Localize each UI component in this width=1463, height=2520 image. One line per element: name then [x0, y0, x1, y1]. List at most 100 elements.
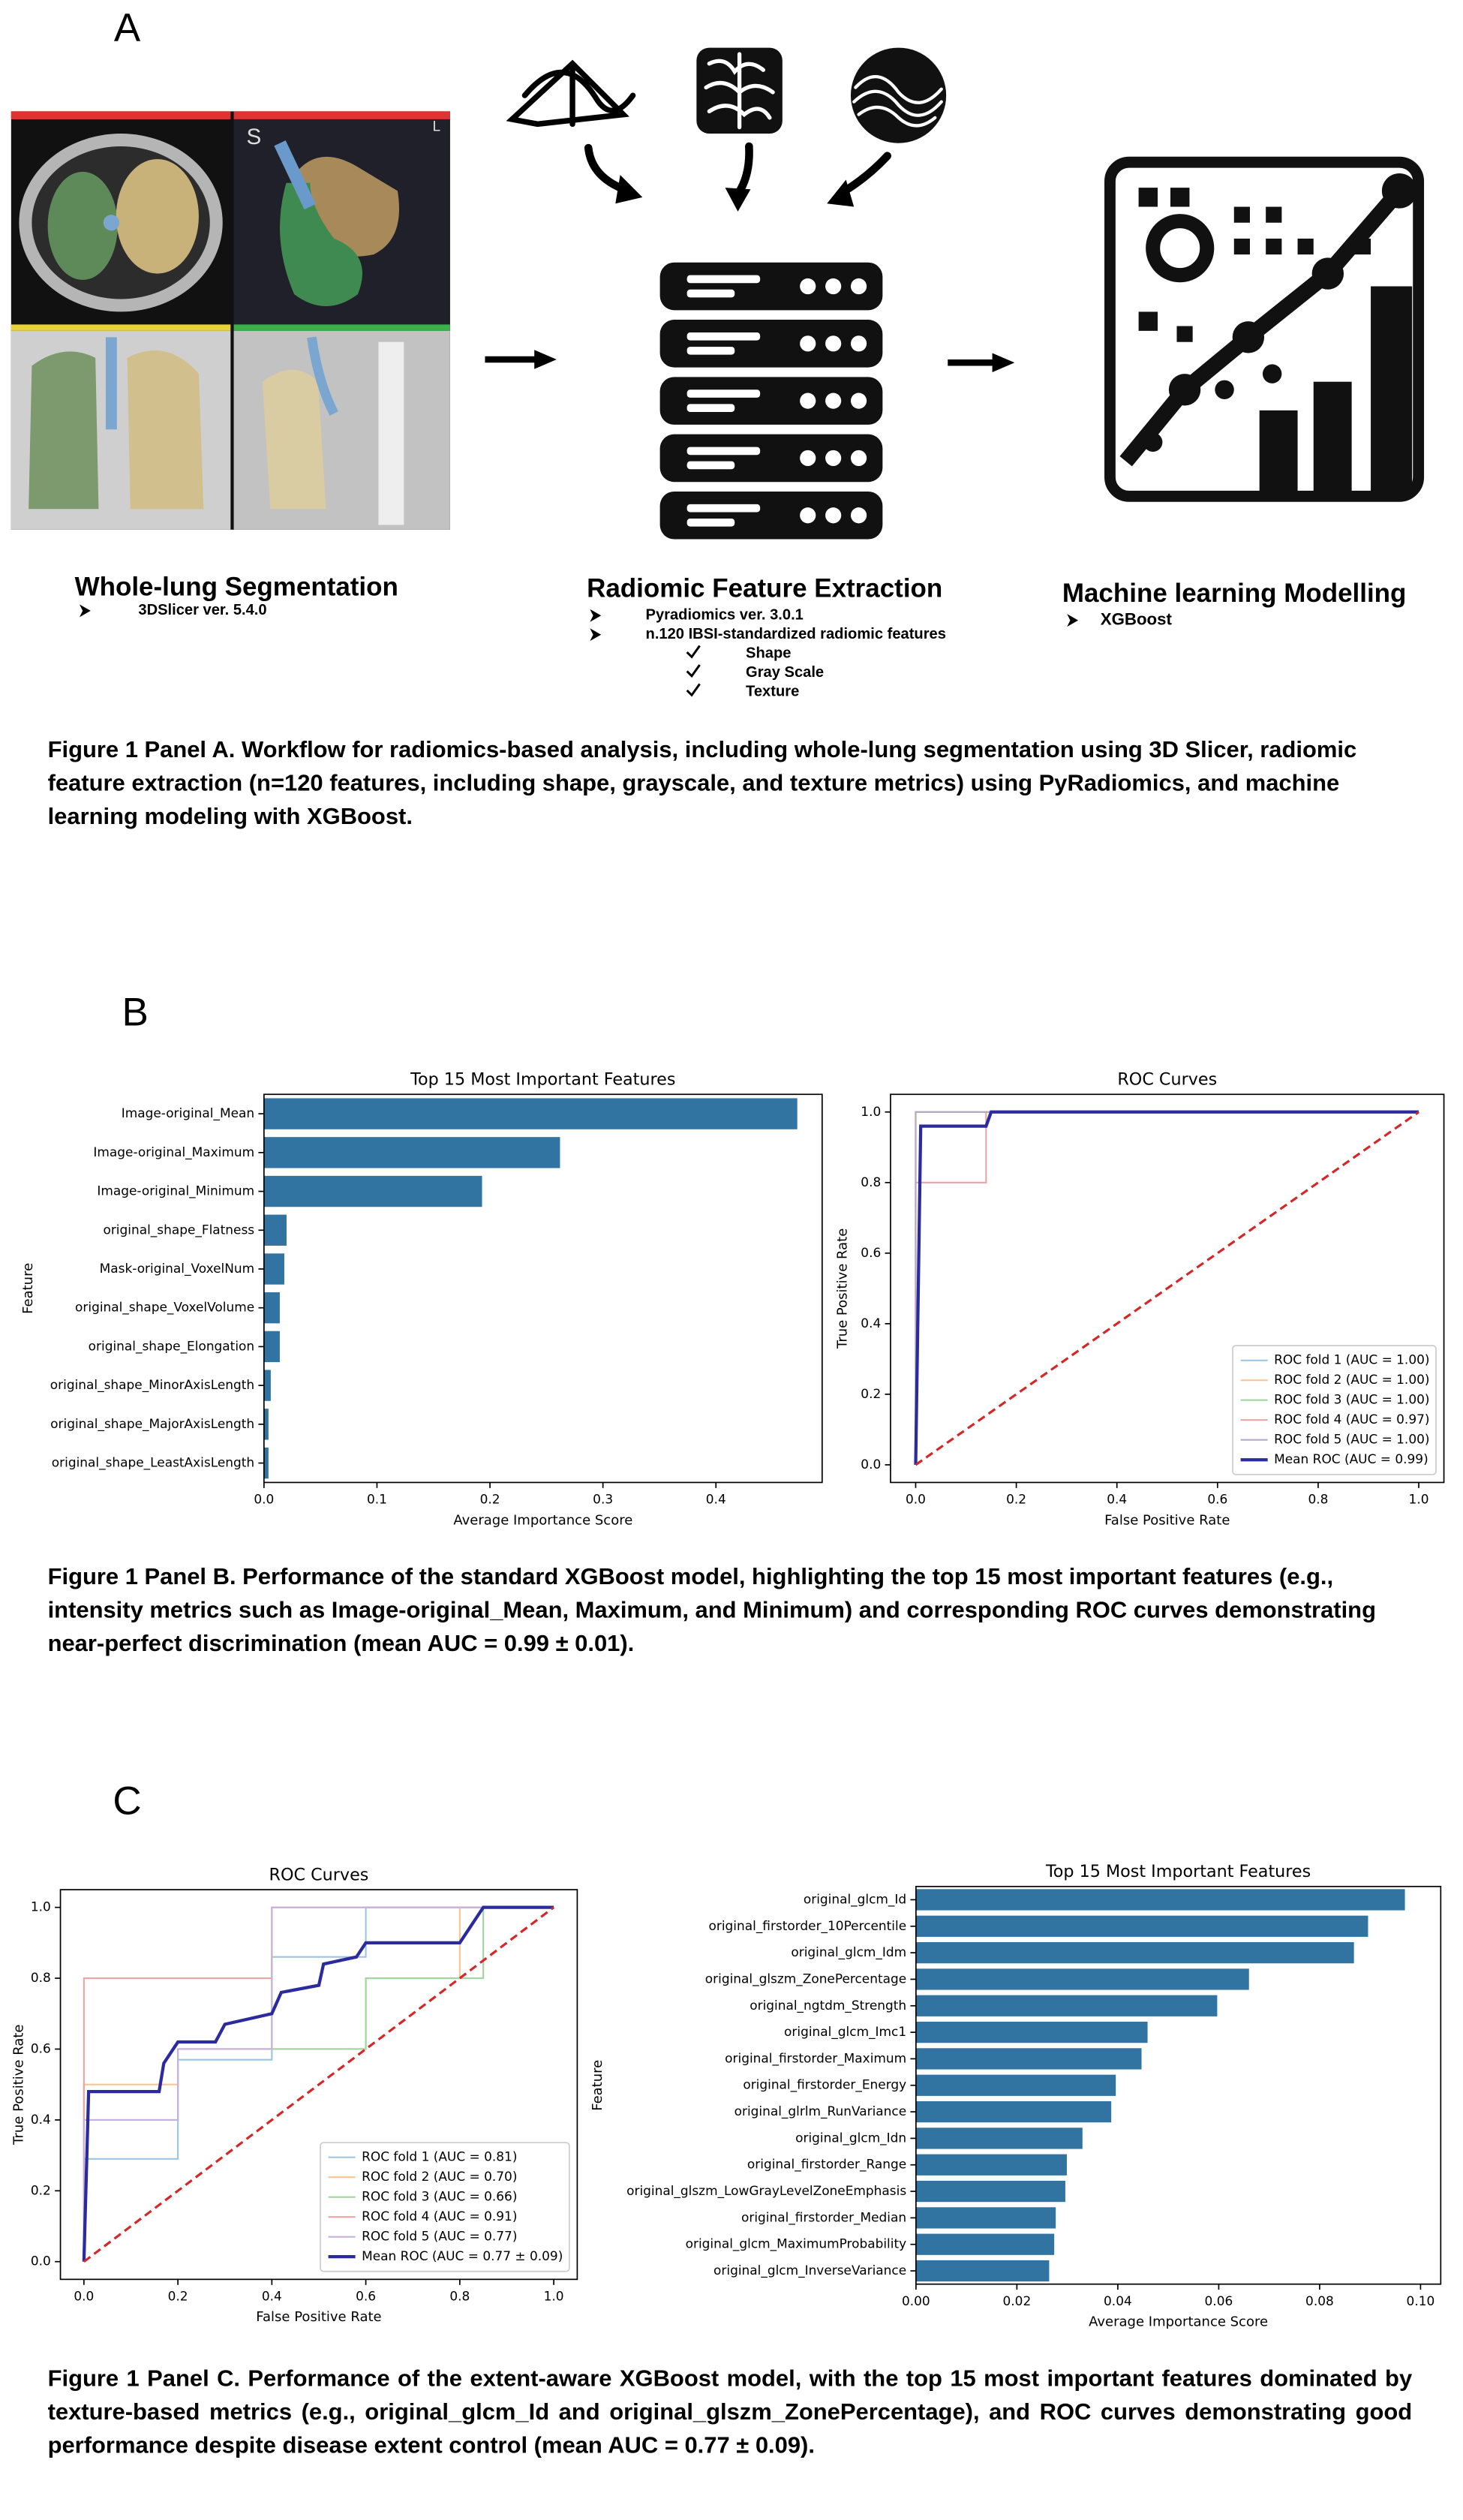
- roc-curve: [83, 1906, 554, 2262]
- legend-label: ROC fold 3 (AUC = 0.66): [362, 2189, 517, 2204]
- bar: [915, 2021, 1148, 2043]
- y-tick-label: 0.2: [861, 1386, 881, 1401]
- x-tick-label: 0.1: [367, 1492, 387, 1507]
- bar: [263, 1370, 271, 1401]
- chance-line: [83, 1906, 555, 2263]
- y-tick-label: original_glszm_ZonePercentage: [705, 1971, 906, 1986]
- db-slot: [686, 404, 735, 412]
- bar: [915, 2154, 1067, 2176]
- db-slot: [686, 447, 761, 456]
- panel-label: C: [113, 1779, 141, 1824]
- y-tick-label: original_firstorder_Energy: [743, 2077, 906, 2093]
- legend-label: ROC fold 4 (AUC = 0.91): [362, 2209, 517, 2224]
- legend-label: ROC fold 2 (AUC = 0.70): [362, 2169, 517, 2184]
- caption: Figure 1 Panel A. Workflow for radiomics…: [47, 738, 1357, 831]
- db-slot: [686, 518, 735, 527]
- chart-title: Top 15 Most Important Features: [1045, 1862, 1311, 1881]
- bar: [263, 1253, 284, 1285]
- x-tick-label: 0.2: [1006, 1492, 1026, 1507]
- y-tick-label: original_glcm_MaximumProbability: [686, 2236, 907, 2252]
- bar: [263, 1137, 560, 1168]
- panel-label: A: [114, 5, 141, 50]
- legend-label: ROC fold 4 (AUC = 0.97): [1274, 1412, 1429, 1427]
- db-light: [825, 278, 842, 295]
- x-tick-label: 0.2: [168, 2289, 188, 2304]
- x-tick-label: 0.4: [1107, 1492, 1127, 1507]
- db-slot: [686, 389, 761, 398]
- y-tick-label: original_shape_MajorAxisLength: [50, 1416, 254, 1432]
- chart-title: ROC Curves: [269, 1865, 369, 1884]
- db-light: [825, 392, 842, 409]
- x-axis-label: False Positive Rate: [256, 2309, 381, 2325]
- bar: [915, 1915, 1368, 1937]
- bar: [915, 2101, 1112, 2123]
- plot-frame: [890, 1093, 1445, 1484]
- roc-curve: [82, 1905, 554, 2262]
- x-axis-label: False Positive Rate: [1104, 1512, 1230, 1528]
- db-light: [800, 392, 816, 409]
- y-tick-label: 0.2: [31, 2182, 51, 2197]
- x-tick-label: 0.06: [1205, 2293, 1233, 2308]
- db-slot: [686, 289, 735, 298]
- x-tick-label: 0.00: [902, 2293, 930, 2308]
- y-tick-label: original_shape_Flatness: [103, 1222, 254, 1237]
- y-tick-label: Image-original_Mean: [122, 1105, 254, 1121]
- x-tick-label: 1.0: [1409, 1492, 1429, 1507]
- x-tick-label: 1.0: [544, 2289, 564, 2304]
- db-light: [850, 507, 867, 524]
- chart-title: ROC Curves: [1117, 1070, 1217, 1090]
- db-slot: [686, 347, 735, 355]
- y-tick-label: original_shape_MinorAxisLength: [50, 1377, 254, 1393]
- bar: [915, 2048, 1142, 2070]
- db-light: [800, 335, 816, 352]
- x-tick-label: 0.8: [449, 2289, 470, 2304]
- db-light: [825, 450, 842, 467]
- workflow-labels: Whole-lung Segmentation 3DSlicer ver. 5.…: [75, 572, 1407, 699]
- caption: Figure 1 Panel B. Performance of the sta…: [47, 1565, 1376, 1658]
- legend-label: ROC fold 5 (AUC = 0.77): [362, 2229, 517, 2244]
- y-axis-label: Feature: [590, 2060, 605, 2111]
- bar: [915, 2180, 1065, 2203]
- legend: ROC fold 1 (AUC = 0.81) ROC fold 2 (AUC =…: [320, 2142, 570, 2272]
- ml-icon: [1104, 156, 1425, 502]
- step-item: 3DSlicer ver. 5.4.0: [138, 602, 266, 618]
- y-tick-label: original_shape_LeastAxisLength: [52, 1455, 254, 1471]
- y-tick-label: original_shape_Elongation: [89, 1338, 254, 1354]
- step-item: n.120 IBSI-standardized radiomic feature…: [646, 626, 946, 642]
- bar: [263, 1331, 280, 1363]
- legend-label: ROC fold 5 (AUC = 1.00): [1274, 1432, 1429, 1447]
- legend-label: ROC fold 1 (AUC = 1.00): [1274, 1352, 1429, 1367]
- db-layer: [659, 377, 883, 425]
- db-light: [850, 278, 867, 295]
- db-layer: [659, 434, 883, 483]
- plot-frame: [59, 1889, 578, 2281]
- bar: [915, 2233, 1055, 2255]
- charts: Top 15 Most Important Features Average Im…: [11, 1070, 1445, 2330]
- chart-title: Top 15 Most Important Features: [410, 1070, 675, 1090]
- x-tick-label: 0.4: [262, 2289, 282, 2304]
- step-subitem: Shape: [746, 645, 791, 661]
- bar: [915, 1889, 1405, 1911]
- db-slot: [686, 504, 761, 513]
- caption: Figure 1 Panel C. Performance of the ext…: [47, 2366, 1413, 2459]
- y-tick-label: 1.0: [31, 1899, 51, 1914]
- ct-viewer: S L: [11, 111, 450, 530]
- db-layer: [659, 491, 883, 540]
- bar: [263, 1292, 280, 1324]
- x-tick-label: 0.8: [1308, 1492, 1328, 1507]
- y-tick-label: original_firstorder_Range: [747, 2157, 906, 2173]
- bar: [915, 2260, 1050, 2282]
- db-light: [825, 507, 842, 524]
- y-tick-label: original_ngtdm_Strength: [750, 1998, 906, 2013]
- x-axis-label: Average Importance Score: [1089, 2314, 1268, 2330]
- roc-curve: [83, 1906, 554, 2262]
- y-tick-label: 0.4: [861, 1316, 881, 1331]
- db-slot: [686, 332, 761, 341]
- y-tick-label: 0.6: [31, 2040, 51, 2055]
- db-light: [850, 450, 867, 467]
- legend-label: ROC fold 3 (AUC = 1.00): [1274, 1392, 1429, 1407]
- bar: [915, 1941, 1354, 1964]
- y-tick-label: 0.0: [31, 2254, 51, 2269]
- step-item: XGBoost: [1101, 610, 1173, 629]
